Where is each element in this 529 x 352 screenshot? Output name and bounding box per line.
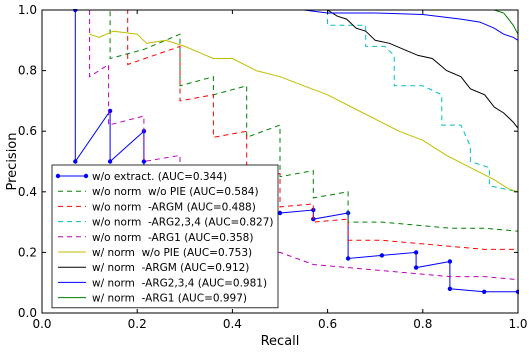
legend-marker	[55, 173, 61, 179]
series-1-point-16	[379, 253, 385, 258]
y-tick-label: 1.0	[18, 3, 37, 17]
legend-label: w/o norm -ARG1 (AUC=0.358)	[92, 232, 253, 244]
x-tick-label: 0.4	[223, 317, 242, 331]
legend-marker	[83, 173, 89, 179]
series-line-1	[74, 10, 518, 293]
series-1-point-17	[413, 250, 419, 255]
x-tick-label: 0.2	[128, 317, 147, 331]
series-1-point-4	[107, 159, 113, 164]
legend: w/o extract. (AUC=0.344) w/o norm w/o PIE…	[51, 164, 279, 309]
y-tick-label: 0.8	[18, 64, 37, 78]
series-line-9	[375, 9, 519, 47]
x-tick-label: 0.0	[32, 317, 51, 331]
x-axis-label: Recall	[261, 334, 300, 349]
series-1-point-21	[482, 289, 487, 294]
y-tick-label: 0.2	[18, 245, 37, 259]
series-1-point-2	[73, 159, 78, 164]
legend-label: w/ norm -ARGM (AUC=0.912)	[92, 262, 249, 274]
series-line-4	[327, 10, 519, 193]
legend-label: w/o norm -ARGM (AUC=0.488)	[92, 201, 256, 213]
x-tick-label: 0.8	[413, 317, 432, 331]
series-line-8	[208, 9, 519, 41]
ticks-layer: 0.0 0.2 0.4 0.6 0.8 1.0 0.0 0.2 0.4 0.6 0.8 1.0	[18, 3, 528, 331]
x-tick-label: 1.0	[508, 317, 527, 331]
legend-box	[51, 164, 279, 309]
plot-frame	[41, 9, 519, 314]
series-line-3	[108, 9, 518, 250]
y-axis-label: Precision	[5, 132, 20, 190]
legend-label: w/o extract. (AUC=0.344)	[92, 171, 227, 183]
legend-label: w/ norm -ARG1 (AUC=0.997)	[92, 293, 247, 305]
y-tick-label: 0.6	[18, 124, 37, 138]
y-tick-label: 0.0	[18, 306, 37, 320]
legend-label: w/o norm w/o PIE (AUC=0.584)	[92, 186, 259, 198]
series-1-point-11	[277, 210, 283, 216]
legend-label: w/ norm -ARG2,3,4 (AUC=0.981)	[92, 277, 267, 289]
x-tick-label: 0.6	[318, 317, 337, 331]
series-1-point-19	[447, 259, 453, 264]
series-1-point-20	[447, 286, 453, 291]
series-1-point-18	[413, 265, 419, 270]
series-1-point-6	[141, 159, 147, 164]
series-1-point-15	[345, 256, 351, 261]
legend-label: w/ norm w/o PIE (AUC=0.753)	[92, 247, 252, 259]
series-line-7	[327, 9, 519, 129]
series-line-6	[89, 30, 519, 193]
legend-label: w/o norm -ARG2,3,4 (AUC=0.827)	[92, 217, 273, 229]
y-tick-label: 0.4	[18, 185, 37, 199]
